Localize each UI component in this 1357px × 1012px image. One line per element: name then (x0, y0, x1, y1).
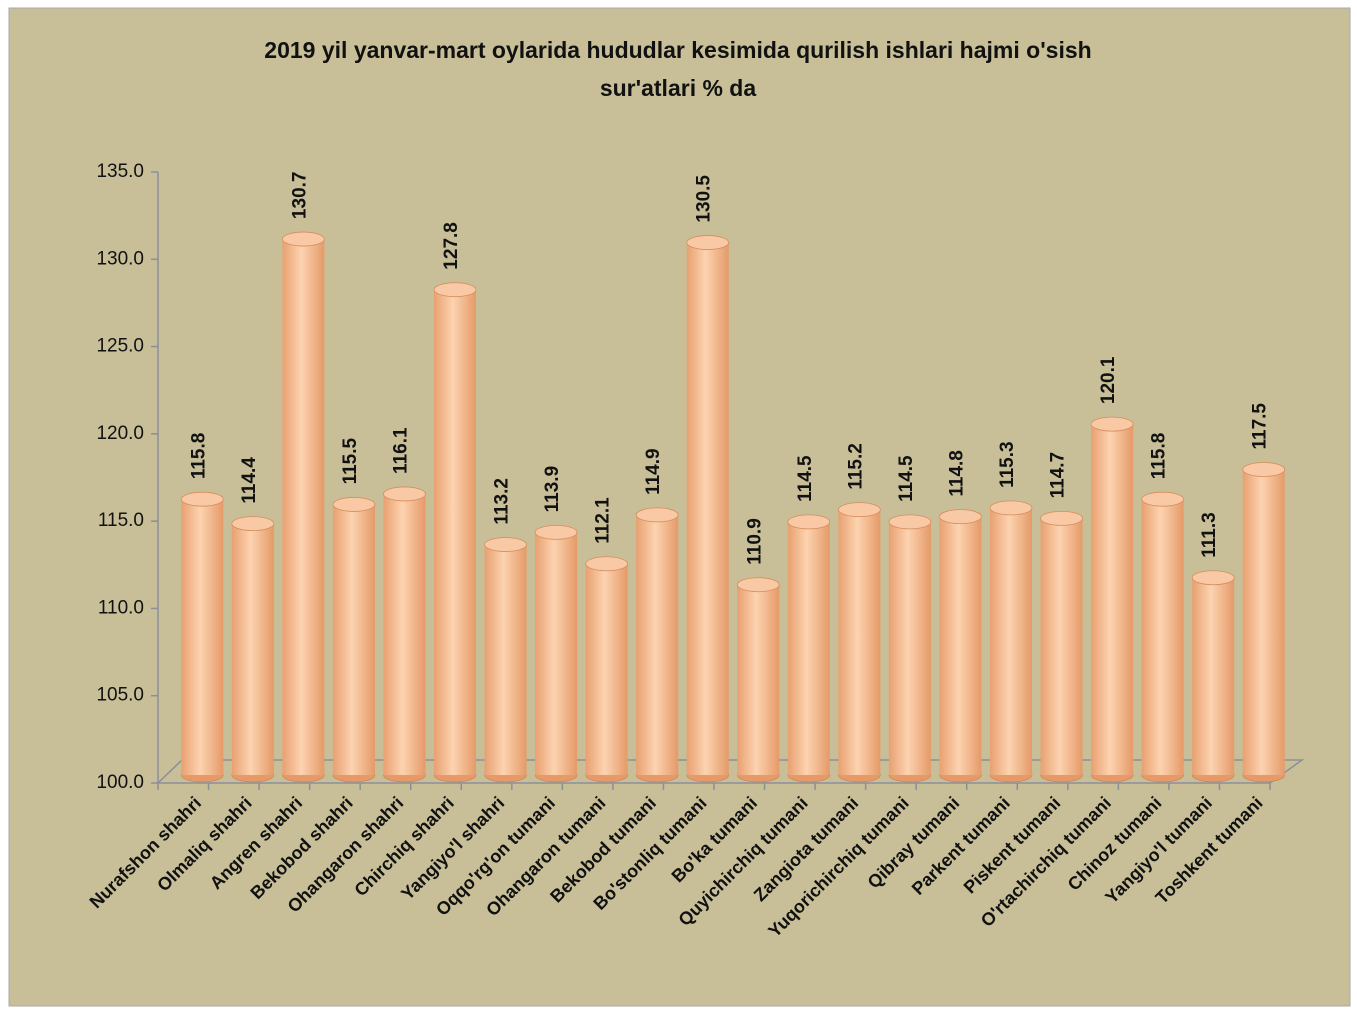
value-label: 115.2 (845, 443, 866, 490)
value-label: 127.8 (441, 222, 462, 270)
cylinder-top (888, 514, 932, 530)
cylinder-top (332, 497, 376, 512)
y-tick-label: 105.0 (96, 685, 144, 706)
value-label: 110.9 (744, 518, 765, 565)
value-label: 114.5 (795, 455, 816, 502)
cylinder-top (1242, 462, 1286, 477)
value-label: 114.8 (946, 450, 967, 497)
chart-title: 2019 yil yanvar-mart oylarida hududlar k… (264, 37, 1091, 63)
cylinder-top (585, 556, 629, 572)
bar (686, 242, 729, 776)
chart-title: sur'atlari % da (600, 75, 757, 101)
bar (1192, 577, 1235, 775)
value-label: 120.1 (1098, 356, 1119, 404)
bar (434, 289, 476, 775)
value-label: 115.8 (1149, 433, 1170, 480)
cylinder-top (433, 282, 477, 298)
value-label: 116.1 (390, 427, 411, 474)
bar (332, 504, 375, 775)
value-label: 113.2 (492, 478, 513, 524)
y-tick-label: 110.0 (98, 597, 144, 618)
y-tick-label: 135.0 (96, 161, 144, 182)
value-label: 117.5 (1250, 403, 1271, 450)
cylinder-top (180, 491, 224, 507)
cylinder-top (1191, 570, 1235, 586)
cylinder-top (635, 507, 679, 523)
bar (585, 563, 628, 775)
value-label: 115.5 (340, 437, 361, 484)
y-tick-label: 100.0 (96, 772, 144, 793)
bar (939, 516, 982, 775)
bar (636, 514, 679, 775)
bar (383, 493, 426, 775)
bar (737, 584, 780, 775)
bar (231, 523, 274, 775)
value-label: 130.7 (289, 172, 310, 220)
cylinder-top (281, 231, 325, 247)
bar (838, 509, 881, 775)
cylinder-top (231, 516, 275, 532)
value-label: 115.8 (188, 433, 209, 480)
y-tick-label: 115.0 (98, 510, 144, 531)
cylinder-top (837, 502, 881, 518)
bar (535, 532, 578, 775)
cylinder-top (1040, 510, 1083, 526)
value-label: 115.3 (997, 441, 1018, 488)
bar (1242, 469, 1285, 775)
y-tick-label: 120.0 (96, 423, 144, 444)
cylinder-top (1141, 491, 1185, 507)
cylinder-top (787, 514, 831, 530)
cylinder-top (383, 486, 426, 502)
value-label: 113.9 (542, 466, 563, 513)
cylinder-top (939, 509, 982, 525)
bar (1141, 499, 1184, 775)
value-label: 114.9 (643, 448, 664, 495)
cylinder-top (736, 577, 780, 593)
bar (282, 239, 325, 775)
value-label: 114.5 (896, 455, 917, 502)
y-tick-label: 130.0 (96, 248, 144, 269)
bar (787, 521, 830, 775)
cylinder-top (1090, 416, 1134, 432)
bar (888, 521, 931, 775)
cylinder-top (989, 500, 1033, 516)
value-label: 114.7 (1048, 452, 1069, 499)
bar (1091, 424, 1134, 775)
bar (1040, 518, 1083, 775)
bar (484, 544, 527, 775)
cylinder-top (686, 235, 730, 250)
cylinder-top (534, 524, 578, 540)
value-label: 130.5 (694, 175, 715, 223)
y-tick-label: 125.0 (96, 336, 144, 357)
bar (990, 507, 1032, 775)
bar (181, 499, 224, 775)
value-label: 112.1 (593, 497, 614, 544)
value-label: 111.3 (1199, 512, 1220, 557)
cylinder-top (484, 537, 527, 552)
value-label: 114.4 (239, 457, 260, 504)
